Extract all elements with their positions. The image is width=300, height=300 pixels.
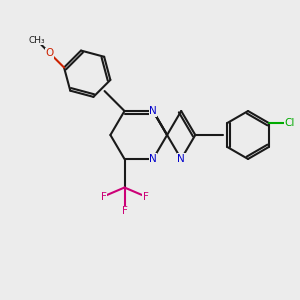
Text: N: N xyxy=(149,106,157,116)
Text: N: N xyxy=(149,154,157,164)
Text: Cl: Cl xyxy=(285,118,295,128)
Text: F: F xyxy=(142,191,148,202)
Text: F: F xyxy=(122,206,128,217)
Text: O: O xyxy=(46,48,54,58)
Text: N: N xyxy=(177,154,185,164)
Text: CH₃: CH₃ xyxy=(28,36,45,45)
Text: F: F xyxy=(100,191,106,202)
